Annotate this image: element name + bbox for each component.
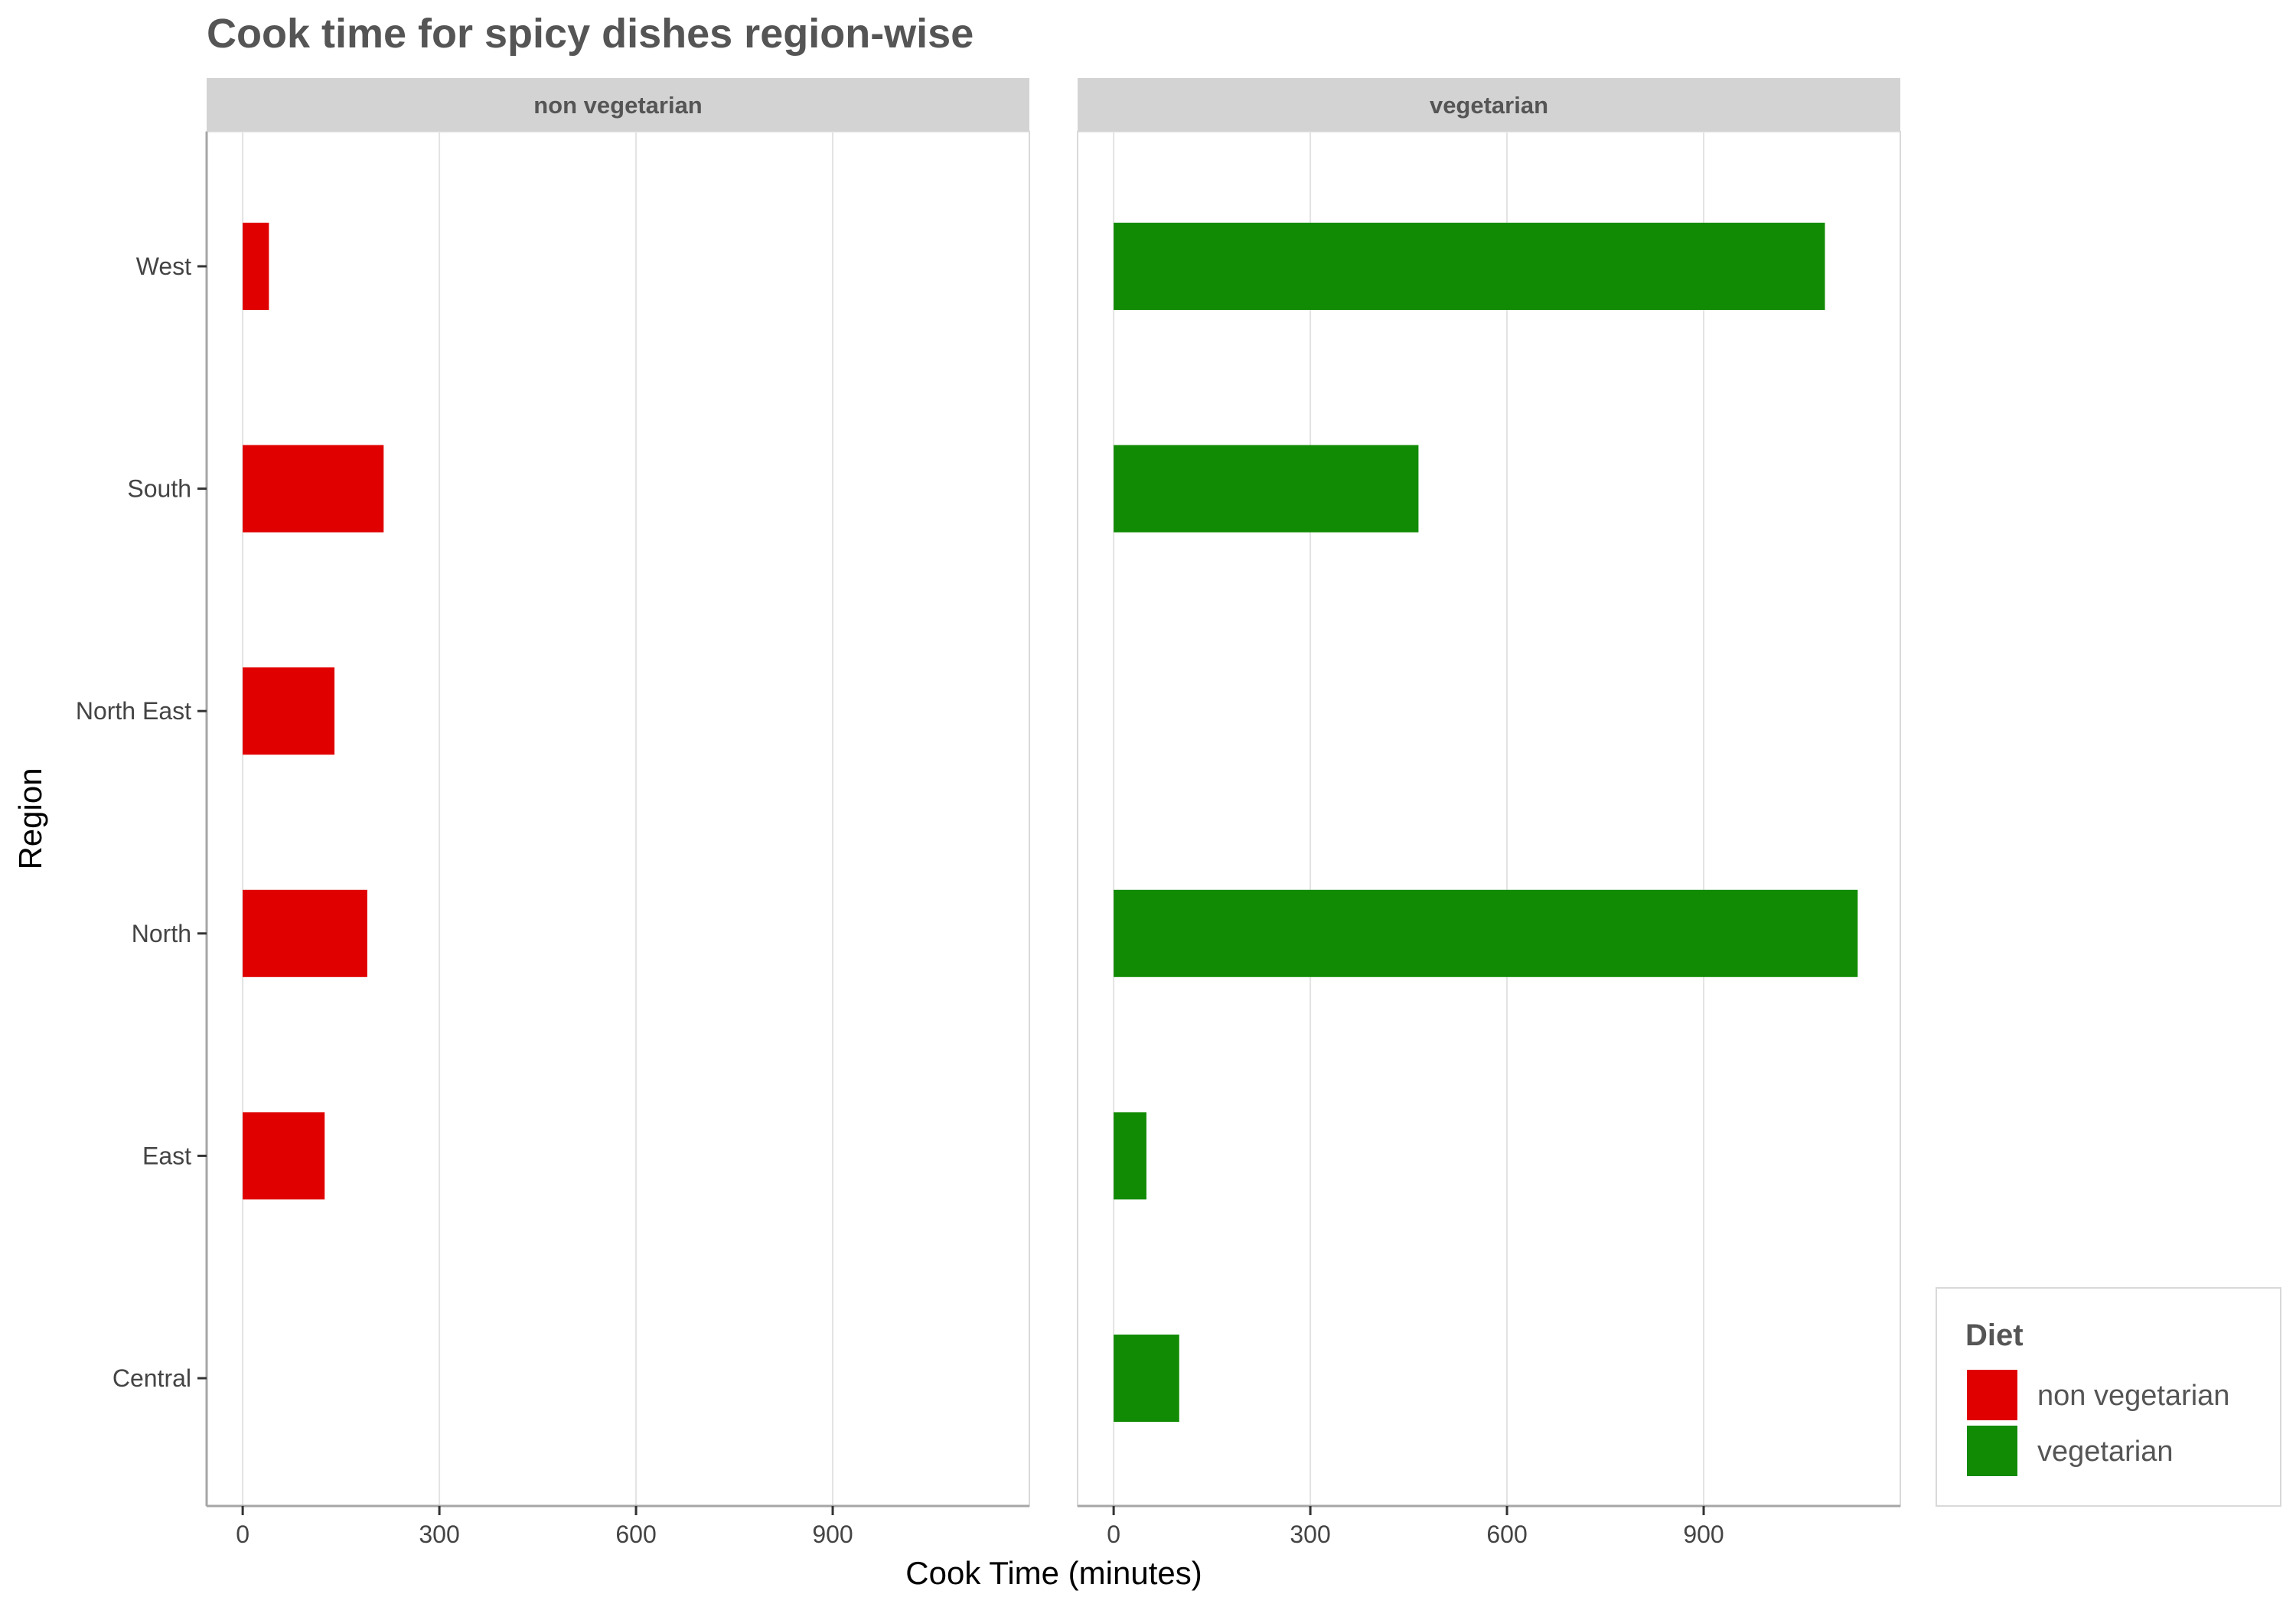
x-axis-title: Cook Time (minutes) bbox=[905, 1555, 1202, 1591]
legend: Diet non vegetarian vegetarian bbox=[1936, 1287, 2281, 1507]
facet-strip-label-vegetarian: vegetarian bbox=[1430, 92, 1548, 119]
bar-vegetarian-east bbox=[1114, 1112, 1146, 1200]
bar-non-vegetarian-north-east bbox=[243, 667, 335, 755]
facet-non-vegetarian: non vegetarian 0 300 600 900 West South North E… bbox=[76, 78, 1030, 1548]
y-tick-label-north-east: North East bbox=[76, 697, 191, 725]
facet-strip-non-vegetarian bbox=[207, 78, 1029, 132]
x-tick-label-vegetarian-300: 300 bbox=[1290, 1521, 1330, 1548]
x-tick-label-non-vegetarian-300: 300 bbox=[419, 1521, 459, 1548]
x-tick-label-non-vegetarian-0: 0 bbox=[236, 1521, 249, 1548]
bar-vegetarian-west bbox=[1114, 223, 1825, 310]
bar-non-vegetarian-north bbox=[243, 889, 367, 977]
y-tick-label-central: Central bbox=[113, 1364, 191, 1392]
y-tick-label-east: East bbox=[142, 1142, 191, 1169]
x-tick-label-vegetarian-600: 600 bbox=[1486, 1521, 1527, 1548]
x-tick-label-vegetarian-900: 900 bbox=[1683, 1521, 1724, 1548]
chart-title: Cook time for spicy dishes region-wise bbox=[207, 11, 974, 57]
bar-non-vegetarian-east bbox=[243, 1112, 325, 1200]
facet-strip-label-non-vegetarian: non vegetarian bbox=[533, 92, 703, 119]
legend-label-vegetarian: vegetarian bbox=[2037, 1436, 2173, 1468]
legend-swatch-vegetarian bbox=[1967, 1426, 2017, 1476]
legend-label-non-vegetarian: non vegetarian bbox=[2037, 1380, 2229, 1412]
facet-strip-vegetarian bbox=[1078, 78, 1900, 132]
facet-vegetarian: vegetarian 0 300 600 900 bbox=[1077, 78, 1901, 1548]
x-tick-label-non-vegetarian-900: 900 bbox=[812, 1521, 853, 1548]
x-tick-label-non-vegetarian-600: 600 bbox=[615, 1521, 656, 1548]
legend-items: non vegetarian vegetarian bbox=[1967, 1370, 2229, 1476]
legend-swatch-non-vegetarian bbox=[1967, 1370, 2017, 1420]
bar-non-vegetarian-west bbox=[243, 223, 269, 310]
legend-title: Diet bbox=[1965, 1319, 2024, 1352]
x-tick-label-vegetarian-0: 0 bbox=[1107, 1521, 1120, 1548]
panel-frame-vegetarian bbox=[1077, 131, 1901, 1507]
bar-vegetarian-central bbox=[1114, 1335, 1179, 1422]
y-tick-label-west: West bbox=[136, 253, 191, 280]
bar-non-vegetarian-south bbox=[243, 445, 384, 533]
y-tick-label-south: South bbox=[127, 475, 191, 503]
bar-vegetarian-north bbox=[1114, 889, 1858, 977]
panel-frame-non-vegetarian bbox=[206, 131, 1030, 1507]
facet-panels: non vegetarian 0 300 600 900 West South North E… bbox=[76, 78, 1901, 1548]
y-tick-label-north: North bbox=[132, 920, 191, 947]
bar-vegetarian-south bbox=[1114, 445, 1419, 533]
y-axis-title: Region bbox=[12, 768, 48, 869]
